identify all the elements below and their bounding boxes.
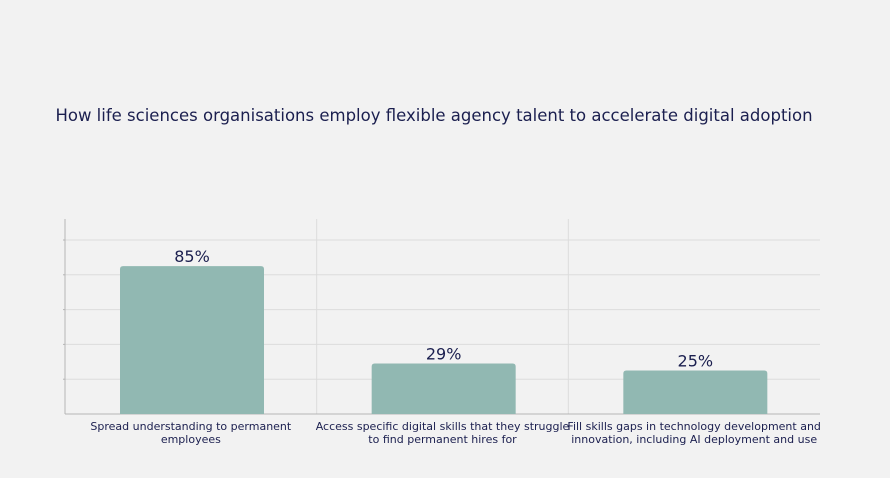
category-label-1-line-2: employees bbox=[161, 433, 221, 446]
category-label-1-line-1: Spread understanding to permanent bbox=[90, 420, 291, 433]
category-label-2-line-2: to find permanent hires for bbox=[368, 433, 517, 446]
data-labels: 85% 29% 25% bbox=[174, 247, 713, 370]
category-label-3-line-1: Fill skills gaps in technology developme… bbox=[567, 420, 820, 433]
bar-1 bbox=[120, 266, 264, 414]
data-label-2: 29% bbox=[426, 345, 462, 364]
category-label-3-line-2: innovation, including AI deployment and … bbox=[571, 433, 817, 446]
bar-3 bbox=[623, 370, 768, 414]
chart-title: How life sciences organisations employ f… bbox=[55, 106, 812, 125]
data-label-3: 25% bbox=[678, 352, 714, 371]
bar-2 bbox=[371, 363, 516, 414]
category-labels: Spread understanding to permanentemploye… bbox=[90, 420, 820, 446]
data-label-1: 85% bbox=[174, 247, 210, 266]
category-label-2-line-1: Access specific digital skills that they… bbox=[316, 420, 570, 433]
bar-series bbox=[120, 266, 768, 414]
